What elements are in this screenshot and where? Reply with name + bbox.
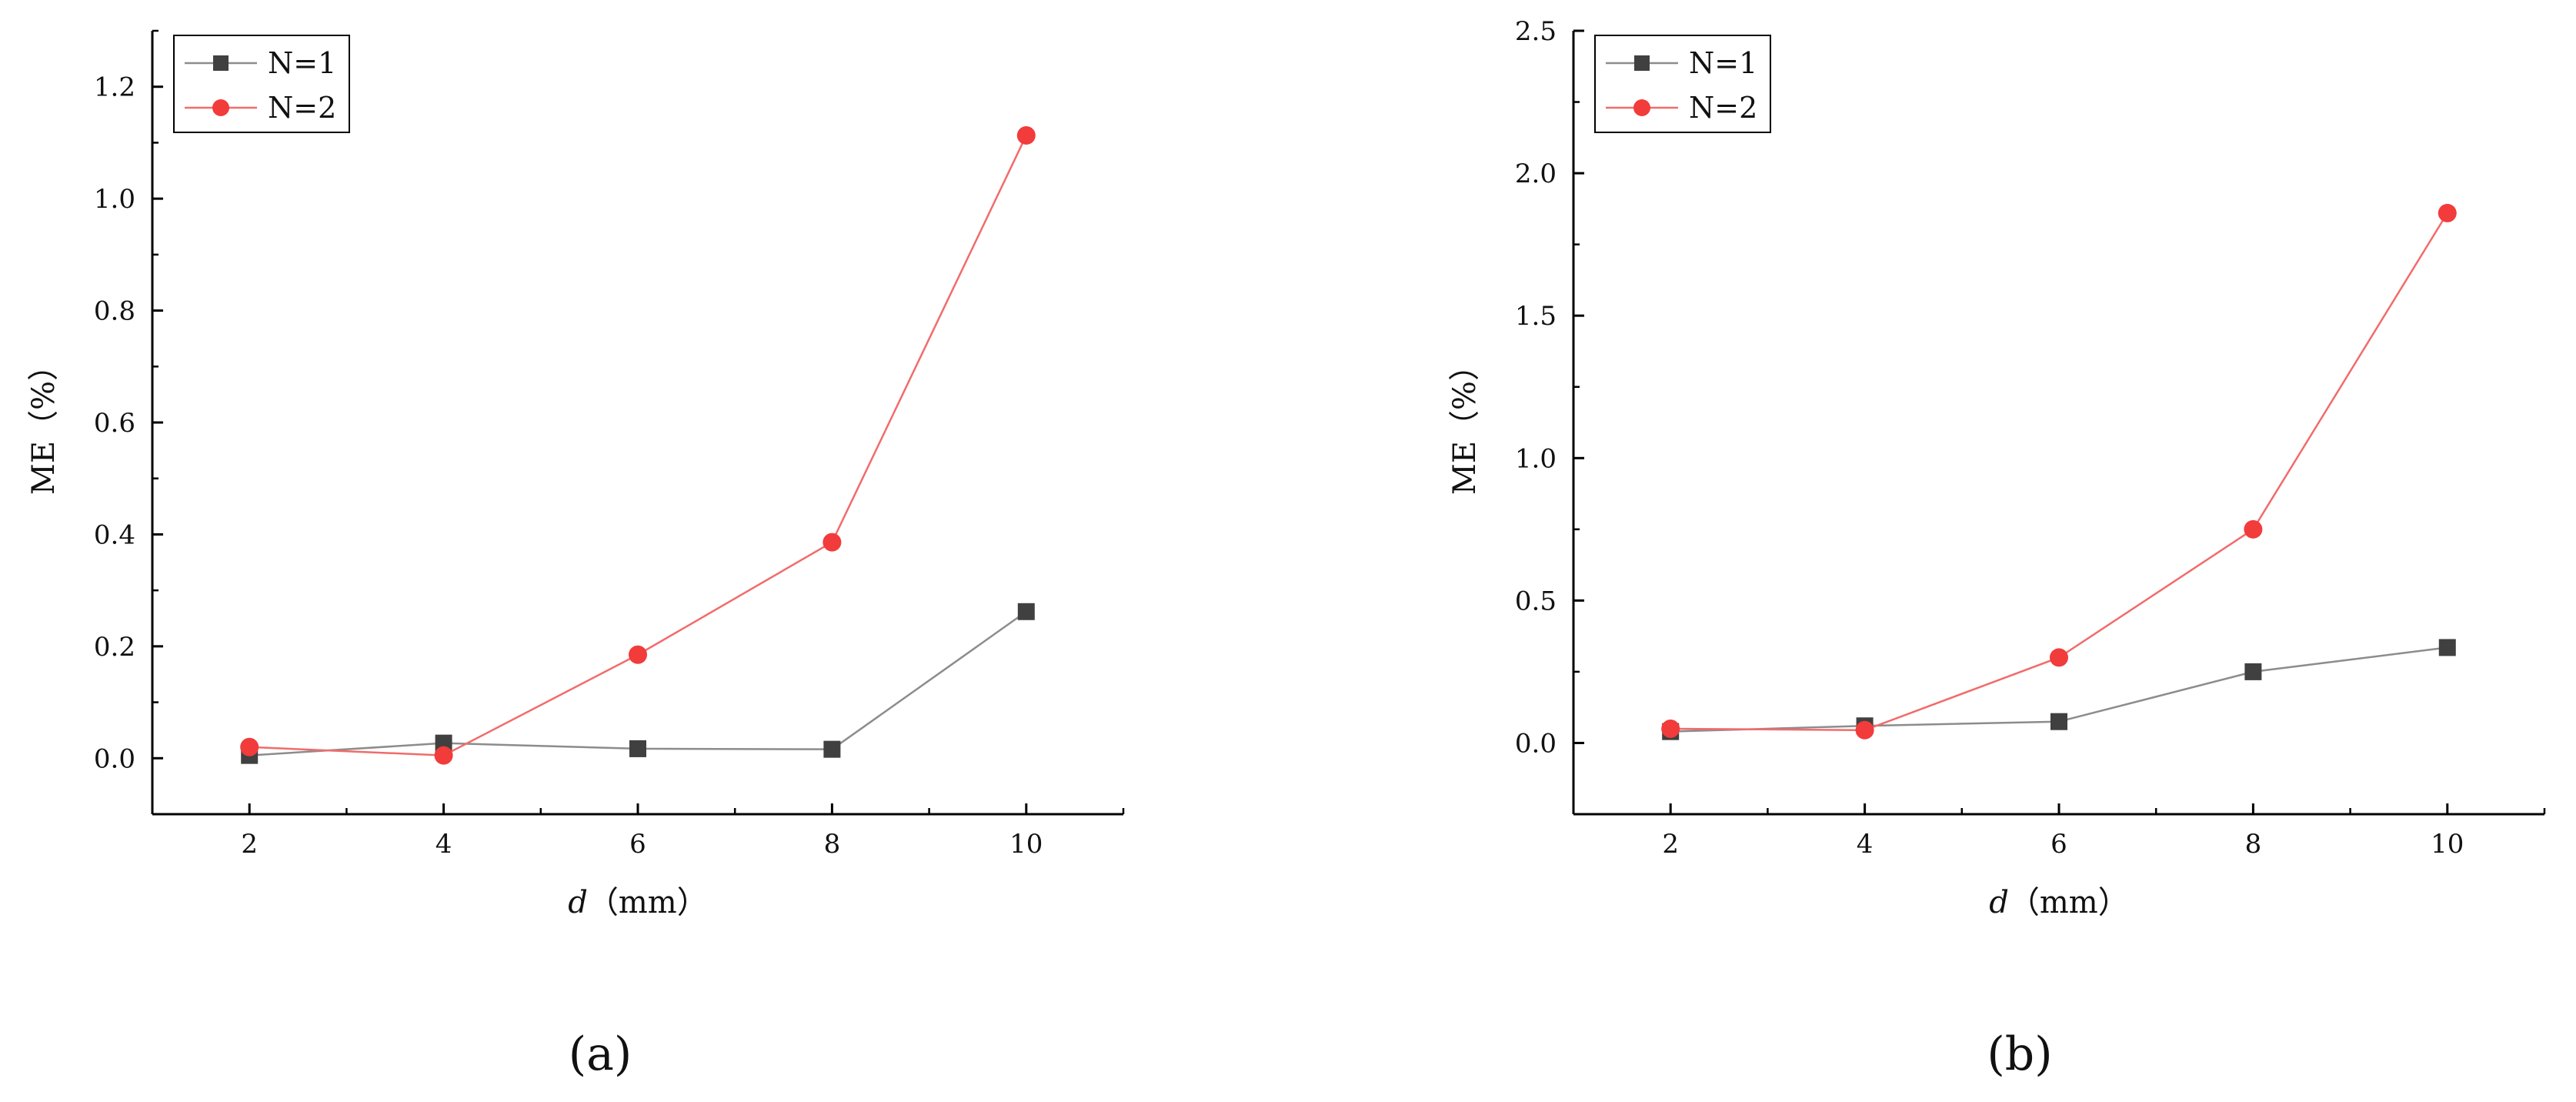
- x-tick-label: 10: [1009, 829, 1043, 860]
- chart-panel-a: 0.0 0.2 0.4 0.6 0.8 1.0 1.2 2 4 6 8 10 d（mm） ME（%） N=1…: [26, 29, 1125, 1081]
- panel-label: (b): [1987, 1027, 2052, 1081]
- y-tick-label: 0.6: [94, 408, 135, 439]
- series-n1: [241, 603, 1035, 764]
- panel-label: (a): [569, 1027, 632, 1081]
- data-point: [434, 746, 453, 765]
- x-axis-title-variable: d: [1989, 885, 2009, 920]
- data-point: [2438, 639, 2456, 656]
- legend-box: [1594, 35, 1771, 133]
- data-point: [823, 740, 841, 758]
- y-tick-label: 1.5: [1515, 301, 1557, 332]
- y-tick-label: 1.0: [94, 184, 135, 215]
- x-axis-title-unit: （mm）: [2009, 885, 2129, 920]
- x-tick-label: 4: [435, 829, 452, 860]
- data-point: [629, 645, 647, 664]
- chart-panel-b: 0.00.51.01.52.02.52 4 6 8 10d（mm）ME（%）N=1N=2…: [1447, 16, 2546, 1081]
- x-tick-label: 8: [824, 829, 841, 860]
- y-tick-label: 1.0: [1515, 443, 1557, 474]
- legend-marker: [1633, 99, 1650, 116]
- y-tick-label: 0.0: [94, 743, 135, 774]
- legend: N=1N=2: [1594, 35, 1771, 133]
- data-point: [823, 533, 842, 552]
- legend: N=1N=2: [173, 35, 350, 133]
- legend-box: [173, 35, 350, 133]
- series-n2: [240, 125, 1036, 765]
- x-tick-label: 4: [1857, 829, 1874, 860]
- y-tick-label: 0.5: [1515, 586, 1557, 616]
- series-n2: [1661, 203, 2457, 740]
- x-tick-label: 2: [1662, 829, 1679, 860]
- x-tick-label: 8: [2245, 829, 2262, 860]
- data-point: [240, 737, 259, 756]
- x-axis-title-unit: （mm）: [588, 885, 708, 920]
- x-axis-title-variable: d: [568, 885, 588, 920]
- data-point: [1016, 125, 1036, 145]
- legend-label: N=2: [268, 91, 336, 125]
- x-axis-title: d（mm）: [568, 885, 707, 920]
- data-point: [1855, 720, 1874, 740]
- legend-marker: [1634, 55, 1650, 71]
- y-tick-label: 2.5: [1515, 16, 1557, 47]
- data-point: [629, 740, 646, 757]
- y-tick-label: 1.2: [94, 72, 135, 103]
- data-point: [2438, 203, 2457, 222]
- y-tick-label: 0.4: [94, 519, 135, 550]
- data-point: [1017, 603, 1035, 620]
- data-point: [2244, 663, 2262, 680]
- data-point: [1661, 719, 1680, 738]
- legend-label: N=1: [1689, 46, 1757, 80]
- series-line: [249, 610, 1027, 756]
- legend-marker: [213, 55, 229, 71]
- x-tick-label: 6: [2050, 829, 2067, 860]
- y-tick-label: 2.0: [1515, 159, 1557, 189]
- y-tick-label: 0.2: [94, 632, 135, 663]
- legend-label: N=2: [1689, 91, 1757, 125]
- x-tick-label: 6: [629, 829, 646, 860]
- y-tick-label: 0.0: [1515, 728, 1557, 759]
- legend-label: N=1: [268, 46, 336, 80]
- x-axis-title: d（mm）: [1989, 885, 2128, 920]
- x-tick-label: 2: [241, 829, 258, 860]
- x-tick-label: 10: [2431, 829, 2464, 860]
- y-axis-title: ME（%）: [1447, 350, 1483, 495]
- data-point: [2050, 713, 2067, 730]
- y-tick-label: 0.8: [94, 296, 135, 327]
- y-axis-title: ME（%）: [26, 350, 62, 495]
- data-point: [2050, 648, 2068, 667]
- data-point: [2244, 519, 2263, 539]
- legend-marker: [212, 99, 229, 116]
